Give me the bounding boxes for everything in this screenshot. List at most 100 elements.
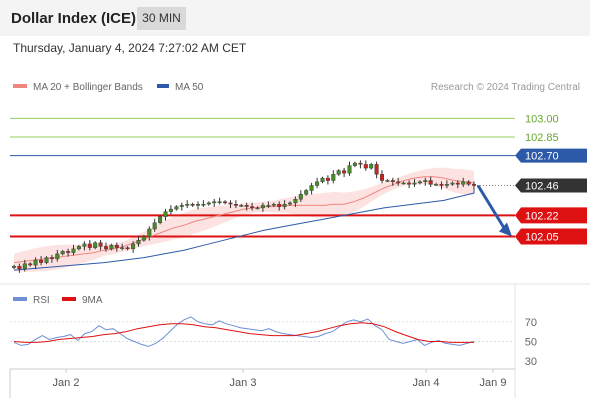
candle (152, 218, 157, 232)
candle-body (168, 208, 173, 212)
candle-body (352, 162, 357, 166)
candle (44, 256, 49, 265)
candle-body (396, 181, 401, 184)
level-label-0: 103.00 (525, 113, 559, 125)
candle (401, 181, 406, 185)
candle-body (434, 184, 439, 186)
candle-body (55, 253, 60, 260)
candle-body (71, 248, 76, 253)
candle (168, 205, 173, 215)
candle-body (185, 203, 190, 206)
candle-body (260, 205, 265, 209)
candle (293, 196, 298, 207)
rsi-ma-line (13, 322, 474, 343)
timeframe-badge[interactable]: 30 MIN (137, 7, 186, 30)
candle-body (76, 246, 81, 250)
candle (163, 208, 168, 221)
candle (136, 236, 141, 247)
candle (71, 244, 76, 256)
candle-body (103, 246, 108, 250)
forecast-arrow-shaft (476, 184, 507, 231)
candle-body (141, 236, 146, 241)
moving-averages (13, 176, 475, 271)
candle-body (93, 242, 98, 248)
candle (87, 240, 92, 251)
candle (114, 242, 119, 252)
candle-body (255, 207, 260, 210)
level-label-bg-4 (515, 207, 587, 224)
candlesticks (11, 160, 477, 273)
candle-body (120, 247, 125, 249)
candle-body (331, 174, 336, 181)
ma50-legend-swatch (157, 84, 169, 88)
candle-body (114, 244, 119, 248)
candle-body (217, 201, 222, 203)
forecast-arrowhead (499, 222, 512, 237)
candle-body (98, 242, 103, 247)
ma20-legend-swatch (13, 84, 27, 88)
candle (147, 226, 152, 241)
candle (336, 169, 341, 176)
candle (206, 201, 211, 206)
rsi-ma-legend-label: 9MA (82, 295, 103, 306)
candle-body (44, 257, 49, 263)
candle-body (28, 263, 33, 266)
candle (466, 180, 471, 186)
candle (374, 161, 379, 179)
level-label-bg-5 (515, 228, 587, 245)
candle (266, 201, 271, 209)
candle (109, 243, 114, 251)
ma50-legend-label: MA 50 (175, 82, 204, 93)
candle (423, 177, 428, 186)
candle (239, 203, 244, 207)
candle (450, 181, 455, 186)
candle-body (293, 198, 298, 204)
level-label-bg-3 (515, 178, 587, 193)
candle (358, 160, 363, 169)
candle-body (439, 184, 444, 186)
candle (271, 202, 276, 207)
rsi-tick-50: 50 (525, 337, 537, 349)
x-label-2: Jan 4 (413, 377, 440, 389)
forecast-arrow (476, 184, 512, 237)
candle (103, 242, 108, 252)
candle-body (320, 177, 325, 183)
candle-body (11, 266, 16, 268)
candle-body (342, 170, 347, 174)
candle-body (380, 174, 385, 181)
candle (76, 244, 81, 251)
candle (233, 200, 238, 209)
candle-body (244, 205, 249, 207)
level-label-4: 102.22 (525, 210, 559, 222)
candle (325, 175, 330, 185)
candle (201, 200, 206, 207)
candle (244, 202, 249, 211)
candle (141, 235, 146, 242)
bollinger-bands (14, 167, 474, 272)
rsi-tick-70: 70 (525, 317, 537, 329)
candle-body (455, 182, 460, 185)
candle (250, 202, 255, 211)
level-label-3: 102.46 (525, 181, 559, 193)
candle-body (363, 164, 368, 169)
candle (385, 179, 390, 182)
candle-body (336, 170, 341, 175)
ma20-legend-label: MA 20 + Bollinger Bands (33, 82, 143, 93)
candle-body (109, 244, 114, 250)
candle-body (466, 181, 471, 185)
candle (82, 241, 87, 251)
candle-body (298, 193, 303, 200)
candle (320, 176, 325, 184)
candle-body (233, 203, 238, 206)
candle (369, 162, 374, 170)
candle-body (49, 257, 54, 260)
candle (55, 249, 60, 262)
candle (22, 259, 27, 272)
candle (352, 161, 357, 168)
candle-body (390, 180, 395, 182)
candle-body (450, 182, 455, 185)
candle-body (163, 211, 168, 217)
candle-body (82, 243, 87, 247)
candle (223, 200, 228, 205)
candle-body (428, 180, 433, 185)
